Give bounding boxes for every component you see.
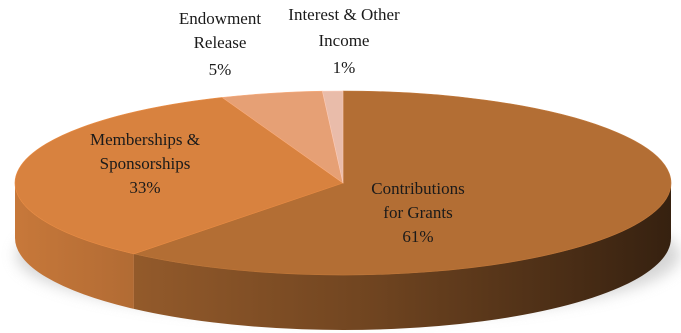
slice-name-line: Memberships & bbox=[90, 130, 200, 149]
pie-slice-1 bbox=[14, 97, 344, 255]
slice-label-0: Contributions for Grants 61% bbox=[371, 179, 465, 246]
slice-name-line: Income bbox=[319, 31, 370, 50]
pie-tops bbox=[14, 90, 672, 276]
pie-labels: Contributions for Grants 61% Memberships & S… bbox=[90, 5, 465, 246]
pie-side-1 bbox=[14, 183, 134, 309]
pie-sides bbox=[14, 183, 672, 331]
slice-value-label: 5% bbox=[209, 60, 232, 79]
slice-label-1: Memberships & Sponsorships 33% bbox=[90, 130, 200, 197]
slice-name-line: Endowment bbox=[179, 9, 261, 28]
slice-name-line: Contributions bbox=[371, 179, 465, 198]
pie-side-0 bbox=[133, 183, 672, 331]
pie-slice-3 bbox=[322, 90, 344, 184]
slice-name-line: Release bbox=[194, 33, 247, 52]
slice-name-line: Interest & Other bbox=[288, 5, 400, 24]
slice-value-label: 33% bbox=[129, 178, 160, 197]
slice-label-3: Interest & Other Income 1% bbox=[288, 5, 400, 77]
slice-label-2: Endowment Release 5% bbox=[179, 9, 261, 79]
slice-name-line: for Grants bbox=[383, 203, 452, 222]
slice-name-line: Sponsorships bbox=[100, 154, 191, 173]
slice-value-label: 1% bbox=[333, 58, 356, 77]
slice-value-label: 61% bbox=[402, 227, 433, 246]
pie-slice-0 bbox=[132, 90, 672, 276]
